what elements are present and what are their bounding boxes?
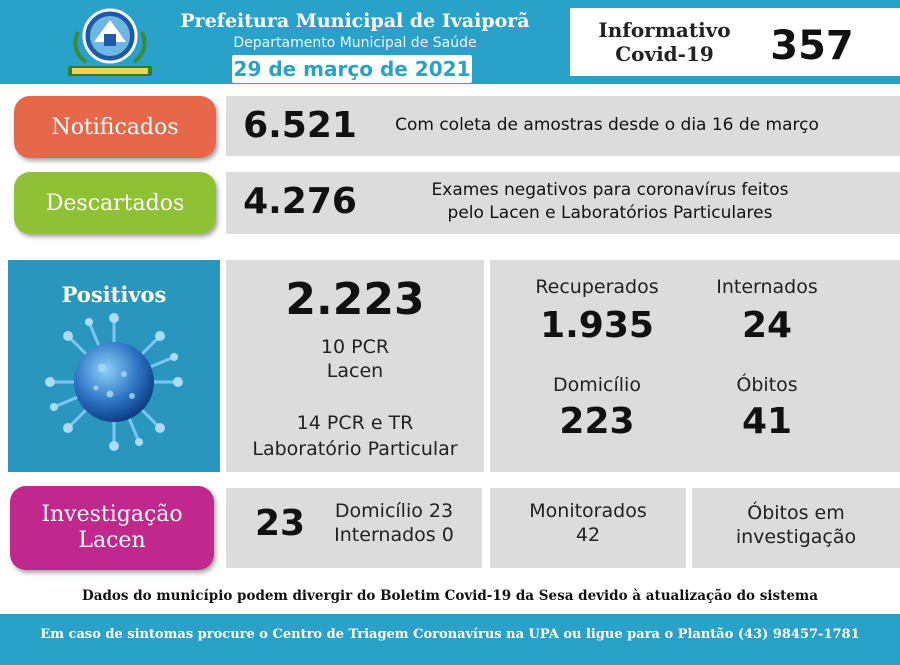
- coronavirus-icon: [45, 313, 183, 451]
- investigacao-domicilio: Domicílio 23: [334, 500, 454, 522]
- obitos-investigacao-panel: [692, 488, 900, 568]
- internados-label: Internados: [716, 276, 818, 298]
- obitos-value: 41: [741, 401, 793, 442]
- monitorados-value: 42: [575, 524, 601, 546]
- positivos-details-panel: [490, 260, 900, 472]
- edition-number: 357: [770, 23, 854, 69]
- date-box: [232, 55, 472, 83]
- investigacao-label: Investigação Lacen: [10, 486, 214, 570]
- footer-text: Em caso de sintomas procure o Centro de …: [40, 627, 860, 642]
- footer-bar: [0, 614, 900, 665]
- positivos-pcr-tr: 14 PCR e TR: [296, 412, 414, 434]
- obitos-investigacao-line2: investigação: [735, 526, 857, 548]
- positivos-lacen: Lacen: [326, 360, 384, 382]
- notificados-value: 6.521: [243, 105, 357, 146]
- notificados-description: Com coleta de amostras desde o dia 16 de…: [395, 115, 819, 135]
- header-subtitle: Departamento Municipal de Saúde: [233, 35, 477, 51]
- positivos-main-panel: [226, 260, 484, 472]
- recuperados-value: 1.935: [540, 305, 654, 346]
- investigacao-value: 23: [254, 503, 306, 544]
- descartados-description-line1: Exames negativos para coronavírus feitos: [431, 180, 789, 200]
- monitorados-label: Monitorados: [529, 500, 647, 522]
- bulletin-date: 29 de março de 2021: [233, 57, 471, 81]
- bulletin-title: Informativo Covid-19: [592, 18, 737, 66]
- bulletin-title-line2: Covid-19: [615, 42, 714, 66]
- positivos-pcr: 10 PCR: [320, 336, 390, 358]
- descartados-label: Descartados: [14, 172, 216, 234]
- domicilio-value: 223: [559, 401, 635, 442]
- notificados-row: [226, 96, 900, 156]
- investigacao-panel: [226, 488, 482, 568]
- domicilio-label: Domicílio: [553, 374, 641, 396]
- investigacao-label-line2: Lacen: [78, 528, 146, 553]
- internados-value: 24: [741, 305, 793, 346]
- disclaimer: Dados do município podem divergir do Bol…: [82, 588, 818, 604]
- bulletin-title-line1: Informativo: [598, 18, 731, 42]
- descartados-description-line2: pelo Lacen e Laboratórios Particulares: [447, 203, 773, 223]
- positivos-label: Positivos: [61, 282, 167, 307]
- info-panel: [570, 8, 900, 76]
- obitos-label: Óbitos: [736, 374, 798, 396]
- investigacao-label-line1: Investigação: [41, 502, 183, 527]
- positivos-laboratorio: Laboratório Particular: [252, 438, 458, 460]
- descartados-row: [226, 172, 900, 234]
- investigacao-internados: Internados 0: [334, 524, 454, 546]
- monitorados-panel: [490, 488, 686, 568]
- municipal-coat-of-arms-icon: [68, 8, 152, 76]
- obitos-investigacao-line1: Óbitos em: [747, 502, 845, 524]
- recuperados-label: Recuperados: [535, 276, 659, 298]
- positivos-value: 2.223: [285, 274, 425, 325]
- descartados-value: 4.276: [243, 181, 357, 222]
- notificados-label: Notificados: [14, 96, 216, 158]
- header-title: Prefeitura Municipal de Ivaiporã: [180, 10, 530, 32]
